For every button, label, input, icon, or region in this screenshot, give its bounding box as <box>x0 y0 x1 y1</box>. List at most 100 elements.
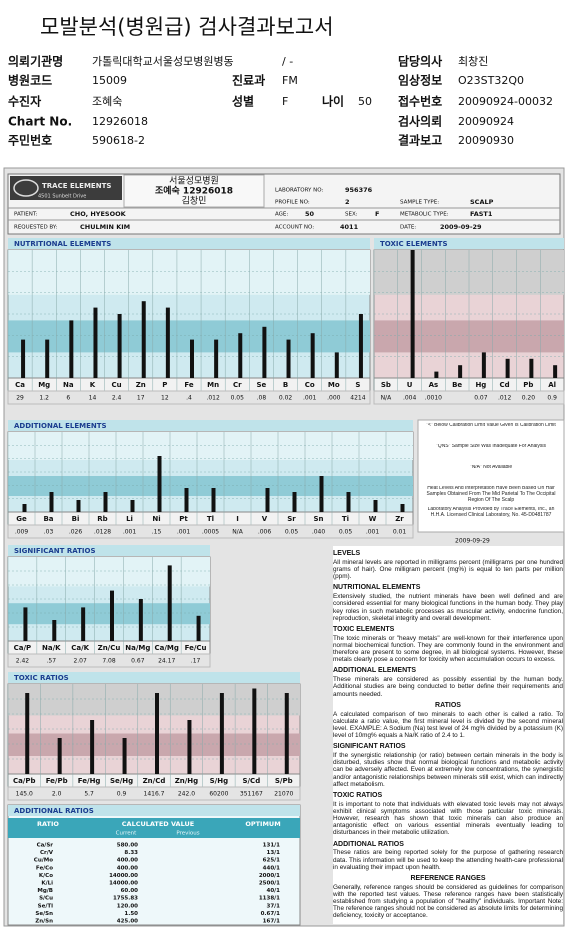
table-header-text: CALCULATED VALUE <box>122 820 194 828</box>
element-label: Fe/Hg <box>78 777 101 785</box>
field-value: 20090930 <box>458 134 514 147</box>
element-value: 351167 <box>240 791 263 798</box>
note-text: These ratios are being reported solely f… <box>333 849 563 871</box>
bar <box>319 476 324 512</box>
field-label: 수진자 <box>8 94 41 109</box>
bar <box>57 738 62 774</box>
element-value: 17 <box>137 395 145 402</box>
table-subheader: Current <box>116 831 138 837</box>
bar <box>219 693 224 774</box>
bar <box>49 492 54 512</box>
panel-title: ADDITIONAL RATIOS <box>14 807 94 815</box>
legend-item: Laboratory Analysis Provided by Trace El… <box>427 507 555 518</box>
bar <box>21 339 26 378</box>
bar <box>76 500 81 512</box>
note-text: If the synergistic relationship (or rati… <box>333 752 563 788</box>
element-label: Zn/Hg <box>175 777 199 785</box>
element-label: Hg <box>475 381 486 389</box>
element-label: I <box>236 515 239 523</box>
ratio-optimum: 1138/1 <box>259 896 280 902</box>
field-label: 의뢰기관명 <box>8 54 63 69</box>
field-value: 12926018 <box>92 115 148 128</box>
bar <box>23 607 28 641</box>
bar <box>434 371 439 378</box>
ratio-name: S/Cu <box>39 896 53 902</box>
value-row <box>7 524 414 539</box>
bar <box>167 565 172 641</box>
field-value: 20090924 <box>458 115 514 128</box>
element-value: .026 <box>69 529 83 536</box>
ratio-optimum: 40/1 <box>267 888 281 894</box>
field-label: 결과보고 <box>398 133 442 148</box>
panel-title: TOXIC ELEMENTS <box>380 240 448 248</box>
panel-upper <box>8 557 210 587</box>
note-heading: SIGNIFICANT RATIOS <box>333 743 406 751</box>
ratio-current: 400.00 <box>117 865 138 871</box>
element-label: Sb <box>381 381 391 389</box>
legend-text: Laboratory Analysis Provided by Trace El… <box>427 507 555 518</box>
legend-text: "N/A" Not Available <box>469 465 513 470</box>
note-text: All mineral levels are reported in milli… <box>333 558 563 581</box>
ratio-name: Mg/B <box>37 888 53 894</box>
info-value: F <box>375 210 379 218</box>
note-heading: ADDITIONAL RATIOS <box>333 840 404 848</box>
note-text: It is important to note that individuals… <box>333 800 563 837</box>
panel-title: SIGNIFICANT RATIOS <box>14 547 96 555</box>
field-label: 담당의사 <box>398 54 442 69</box>
element-value: 1.2 <box>39 395 49 402</box>
legend-item: "<" Below Calibration Limit Value Given … <box>426 423 556 428</box>
bar <box>214 339 219 378</box>
element-value: .001 <box>366 529 380 536</box>
legend-item: "N/A" Not Available <box>469 465 513 470</box>
element-label: Mg <box>38 381 50 389</box>
bar <box>22 504 27 512</box>
element-label: B <box>283 381 288 389</box>
bar <box>400 504 405 512</box>
field-label: Chart No. <box>8 115 72 129</box>
bar <box>138 599 143 641</box>
field-label: 나이 <box>322 94 344 109</box>
panel-band <box>8 733 300 756</box>
panel-band <box>8 476 413 496</box>
field-label: 병원코드 <box>8 73 52 88</box>
field-label: 진료과 <box>232 73 265 88</box>
field-value: F <box>282 95 288 108</box>
ratio-name: Se/Sn <box>35 911 53 917</box>
bar <box>553 365 558 378</box>
info-label: REQUESTED BY: <box>14 225 58 231</box>
element-value: .17 <box>191 658 201 665</box>
element-value: .0128 <box>94 529 111 536</box>
element-label: Se <box>257 381 267 389</box>
ratio-current: 425.00 <box>117 919 138 925</box>
panel-title-bar <box>374 238 564 249</box>
element-value: .08 <box>257 395 267 402</box>
ratio-name: K/Li <box>41 881 53 887</box>
element-value: 6 <box>66 395 70 402</box>
panel-upper <box>8 432 413 460</box>
ratio-name: Cu/Mo <box>34 858 53 864</box>
element-value: 2.07 <box>73 658 87 665</box>
panel-title-bar <box>8 805 300 816</box>
bar <box>410 250 415 378</box>
bar <box>157 456 162 512</box>
element-label: Cr <box>233 381 242 389</box>
ratio-optimum: 2000/1 <box>259 873 280 879</box>
notes: LEVELS All mineral levels are reported in… <box>333 546 563 924</box>
element-value: .006 <box>258 529 272 536</box>
note-heading: NUTRITIONAL ELEMENTS <box>333 584 421 592</box>
field-value: 20090924-00032 <box>458 95 553 108</box>
element-value: 4214 <box>350 395 365 402</box>
field-value: O23ST32Q0 <box>458 74 524 87</box>
info-value: 956376 <box>345 186 373 194</box>
legend-item: Heat Levels And Interpretation Have Been… <box>427 486 556 502</box>
bar <box>52 620 57 641</box>
ratio-current: 1755.83 <box>113 896 138 902</box>
field-value: 50 <box>358 95 372 108</box>
element-value: 2.4 <box>112 395 122 402</box>
element-label: Pb <box>523 381 533 389</box>
ratio-optimum: 625/1 <box>263 858 280 864</box>
bar <box>265 488 270 512</box>
element-label: Sr <box>287 515 296 523</box>
element-label: Na/K <box>42 644 61 652</box>
